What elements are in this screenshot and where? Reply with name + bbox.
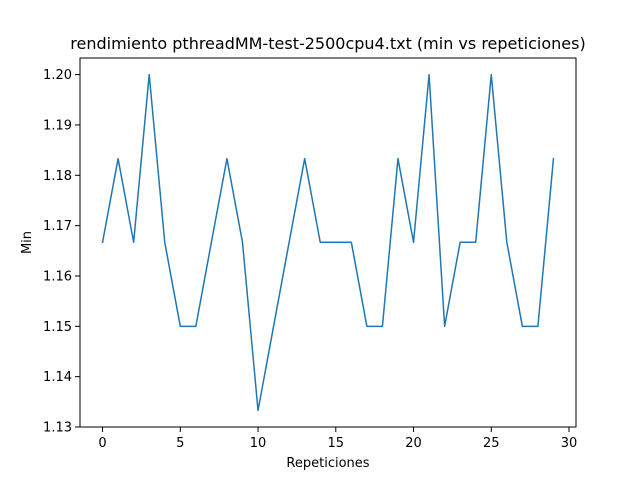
- y-tick-label: 1.19: [43, 118, 72, 133]
- y-tick-label: 1.16: [43, 269, 72, 284]
- y-tick-label: 1.15: [43, 320, 72, 335]
- x-tick-label: 25: [483, 436, 500, 451]
- x-tick-label: 10: [250, 436, 267, 451]
- x-axis-label: Repeticiones: [286, 456, 369, 471]
- y-tick-label: 1.18: [43, 169, 72, 184]
- x-tick-label: 5: [176, 436, 184, 451]
- x-tick-label: 0: [98, 436, 106, 451]
- y-tick-label: 1.13: [43, 421, 72, 436]
- y-axis-ticks: 1.13 1.14 1.15 1.16 1.17 1.18 1.19 1.20: [43, 68, 80, 436]
- chart-title: rendimiento pthreadMM-test-2500cpu4.txt …: [70, 34, 585, 53]
- series-layer: [101, 73, 555, 412]
- y-axis-label: Min: [20, 231, 35, 254]
- x-axis-ticks: 0 5 10 15 20 25 30: [98, 427, 577, 451]
- y-tick-label: 1.17: [43, 219, 72, 234]
- y-tick-label: 1.20: [43, 68, 72, 83]
- y-tick-label: 1.14: [43, 370, 72, 385]
- plot-area-frame: [79, 57, 577, 428]
- x-tick-label: 20: [405, 436, 422, 451]
- x-tick-label: 15: [328, 436, 345, 451]
- series-line: [101, 73, 555, 412]
- x-tick-label: 30: [561, 436, 578, 451]
